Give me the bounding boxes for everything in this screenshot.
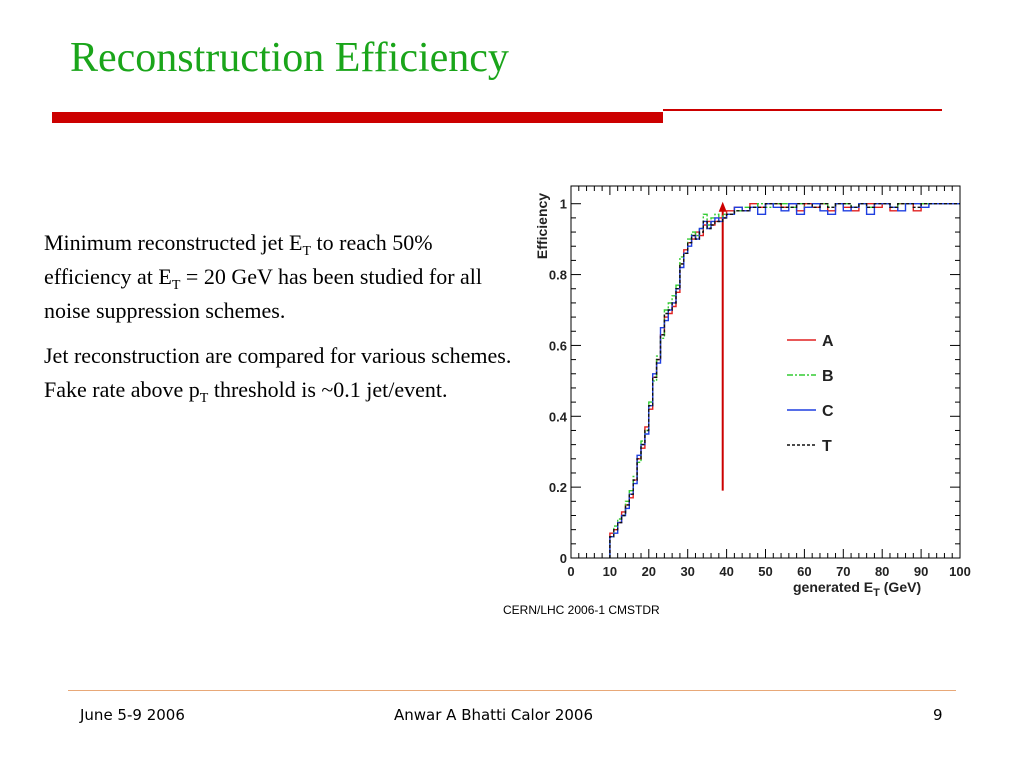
subscript: T xyxy=(302,244,311,259)
chart-background xyxy=(525,178,980,603)
series-line-b xyxy=(609,203,960,558)
subscript: T xyxy=(199,391,209,406)
chart-labels: 0 10 20 30 40 50 60 70 80 90 100 0 0.2 0.4 0.6 0.8 1 xyxy=(549,197,971,579)
slide-title: Reconstruction Efficiency xyxy=(70,35,509,81)
chart-marker xyxy=(718,201,727,491)
title-underline-thin xyxy=(663,109,942,111)
x-axis-label-main: generated E xyxy=(793,579,873,595)
x-tick-label: 0 xyxy=(567,564,574,579)
paragraph-1: Minimum reconstructed jet ET to reach 50… xyxy=(44,226,514,328)
x-tick-label: 80 xyxy=(875,564,889,579)
efficiency-chart: 0 10 20 30 40 50 60 70 80 90 100 0 0.2 0.4 0.6 0.8 1 Eff… xyxy=(525,178,980,603)
y-tick-label: 0 xyxy=(560,551,567,566)
x-axis-label: generated ET (GeV) xyxy=(793,579,921,599)
slide-body: Minimum reconstructed jet ET to reach 50… xyxy=(44,226,514,418)
threshold-marker-arrowhead xyxy=(718,201,727,212)
source-citation: CERN/LHC 2006-1 CMSTDR xyxy=(503,603,660,617)
x-axis-label-unit: (GeV) xyxy=(884,579,921,595)
footer-date: June 5-9 2006 xyxy=(80,706,185,724)
y-axis-label: Efficiency xyxy=(534,193,550,259)
paragraph-1-part: Minimum reconstructed jet E xyxy=(44,230,303,255)
x-tick-label: 100 xyxy=(949,564,971,579)
subscript: T xyxy=(171,278,181,293)
paragraph-2-part: Jet reconstruction are compared for vari… xyxy=(44,343,512,402)
x-axis-label-subscript: T xyxy=(873,587,880,599)
legend-label: T xyxy=(822,438,832,455)
paragraph-2: Jet reconstruction are compared for vari… xyxy=(44,339,514,407)
x-tick-label: 50 xyxy=(758,564,772,579)
x-tick-label: 30 xyxy=(680,564,694,579)
footer-divider xyxy=(68,690,956,691)
legend-label: A xyxy=(822,333,834,350)
y-tick-label: 0.6 xyxy=(549,338,567,353)
legend-label: C xyxy=(822,403,834,420)
y-tick-label: 0.2 xyxy=(549,480,567,495)
chart-series xyxy=(609,203,960,558)
footer-page-number: 9 xyxy=(933,706,943,724)
series-line-t xyxy=(609,203,960,558)
x-tick-label: 70 xyxy=(836,564,850,579)
plot-frame xyxy=(570,185,961,559)
x-tick-label: 10 xyxy=(603,564,617,579)
x-tick-label: 90 xyxy=(914,564,928,579)
legend-label: B xyxy=(822,368,834,385)
footer-author: Anwar A Bhatti Calor 2006 xyxy=(394,706,593,724)
paragraph-1-part: to reach 50% efficiency at E xyxy=(44,230,433,289)
x-tick-label: 20 xyxy=(642,564,656,579)
series-line-c xyxy=(609,203,960,558)
y-tick-label: 0.4 xyxy=(549,409,568,424)
paragraph-2-part: threshold is ~0.1 jet/event. xyxy=(208,377,448,402)
paragraph-1-part: = 20 GeV has been studied for all noise … xyxy=(44,264,483,323)
title-underline-thick xyxy=(52,112,663,123)
x-tick-label: 40 xyxy=(719,564,733,579)
y-tick-label: 1 xyxy=(560,197,567,212)
y-tick-label: 0.8 xyxy=(549,268,567,283)
chart-legend: A B C T xyxy=(787,333,834,455)
x-tick-label: 60 xyxy=(797,564,811,579)
